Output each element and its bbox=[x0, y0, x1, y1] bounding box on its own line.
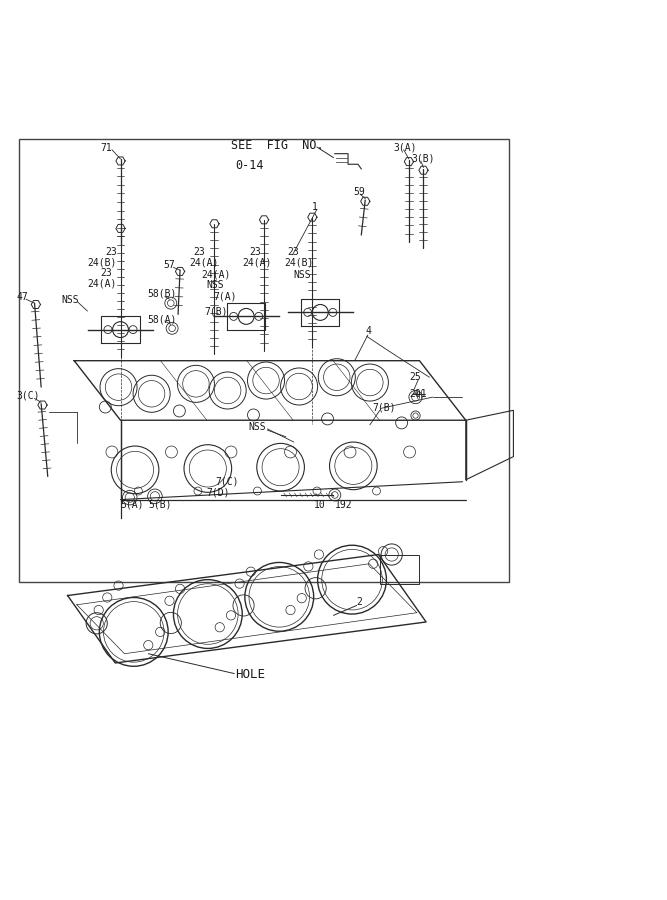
Text: 24(B): 24(B) bbox=[87, 257, 117, 267]
Text: 7(B): 7(B) bbox=[205, 306, 228, 316]
Text: 10: 10 bbox=[313, 500, 325, 510]
Text: NSS: NSS bbox=[61, 295, 79, 305]
Text: 4: 4 bbox=[366, 326, 371, 336]
Text: 24(B): 24(B) bbox=[284, 257, 313, 268]
Text: 7(B): 7(B) bbox=[372, 402, 396, 412]
Text: 25: 25 bbox=[410, 373, 422, 382]
Text: 7(C): 7(C) bbox=[215, 477, 239, 487]
Text: 1: 1 bbox=[312, 202, 318, 211]
Text: 24(A): 24(A) bbox=[87, 278, 117, 288]
Text: 3(B): 3(B) bbox=[412, 154, 435, 164]
Text: 23: 23 bbox=[287, 247, 299, 256]
Text: 47: 47 bbox=[16, 292, 28, 302]
Text: 0-14: 0-14 bbox=[235, 159, 264, 172]
Text: 201: 201 bbox=[410, 389, 427, 399]
Text: 192: 192 bbox=[335, 500, 352, 510]
Text: 2: 2 bbox=[357, 597, 363, 608]
Text: 71: 71 bbox=[101, 143, 113, 153]
Text: SEE  FIG  NO.: SEE FIG NO. bbox=[231, 140, 323, 152]
Text: 59: 59 bbox=[354, 187, 365, 197]
Text: 58(A): 58(A) bbox=[147, 314, 176, 324]
Text: 24(A): 24(A) bbox=[189, 257, 219, 268]
Text: 7(D): 7(D) bbox=[207, 488, 230, 498]
Text: 23: 23 bbox=[101, 267, 113, 278]
Text: NSS: NSS bbox=[249, 422, 266, 432]
Text: HOLE: HOLE bbox=[235, 669, 265, 681]
Text: 7(A): 7(A) bbox=[213, 292, 237, 302]
Text: 23: 23 bbox=[249, 247, 261, 256]
Text: 3(A): 3(A) bbox=[393, 142, 416, 152]
Text: 5(A): 5(A) bbox=[121, 500, 144, 510]
Text: 57: 57 bbox=[163, 260, 175, 270]
Text: 5(B): 5(B) bbox=[148, 500, 172, 510]
Text: 3(C): 3(C) bbox=[16, 391, 39, 401]
Text: NSS: NSS bbox=[207, 280, 224, 290]
Text: 58(B): 58(B) bbox=[147, 289, 176, 299]
Text: NSS: NSS bbox=[293, 270, 311, 280]
Text: 23: 23 bbox=[105, 247, 117, 256]
Bar bbox=[19, 140, 509, 582]
Text: 23: 23 bbox=[193, 247, 205, 256]
Bar bbox=[380, 554, 420, 584]
Text: 24(A): 24(A) bbox=[242, 257, 271, 268]
Text: 24(A): 24(A) bbox=[201, 269, 231, 279]
